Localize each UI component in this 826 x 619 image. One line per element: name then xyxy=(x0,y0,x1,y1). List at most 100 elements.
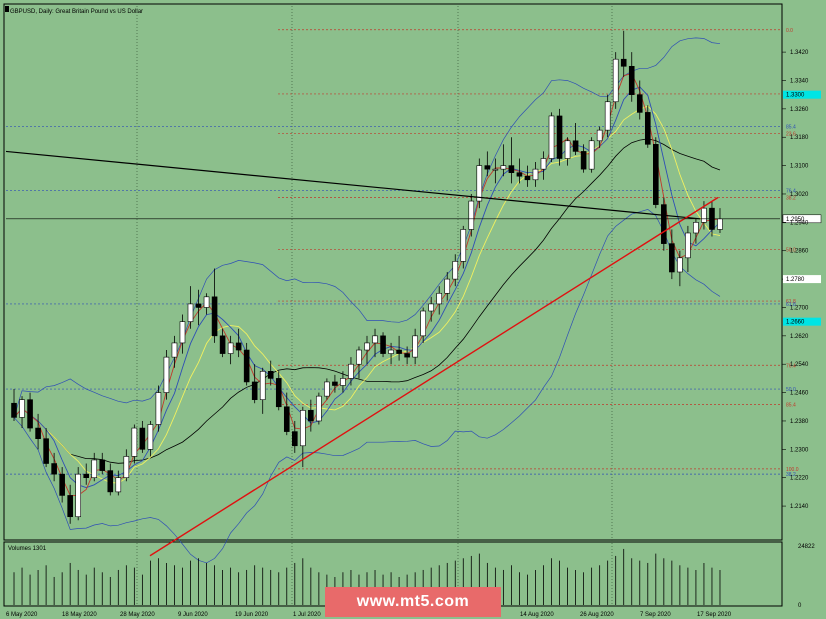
candle-body xyxy=(701,207,707,223)
candle-body xyxy=(596,129,603,142)
candle-body xyxy=(179,321,186,344)
bollinger-lower xyxy=(13,209,721,564)
support-trend-line xyxy=(149,196,719,557)
chart-menu-icon[interactable] xyxy=(5,6,9,12)
candle-body xyxy=(476,165,483,202)
candle-body xyxy=(51,463,57,475)
y-axis: 1.3420 1.3340 1.3260 1.3180 1.3100 1.3020 1.29… xyxy=(782,50,821,510)
candle-body xyxy=(412,335,418,358)
candle-body xyxy=(685,232,691,259)
candle-body xyxy=(75,473,81,518)
candle-body xyxy=(139,427,146,450)
fib-label-blue: 76.4 xyxy=(786,188,796,194)
candle-body xyxy=(67,495,73,518)
candle-body xyxy=(131,427,138,457)
x-axis: 6 May 2020 18 May 2020 28 May 2020 9 Jun 20… xyxy=(6,612,732,618)
candle-body xyxy=(187,303,194,322)
price-marker xyxy=(783,317,821,326)
x-tick-label: 14 Aug 2020 xyxy=(520,612,554,618)
candle-body xyxy=(492,168,499,171)
fib-label: 0.0 xyxy=(786,28,793,34)
y-tick-label: 1.3260 xyxy=(790,107,809,113)
trend-lines: 1.2950 xyxy=(5,150,822,557)
candle-body xyxy=(508,165,515,173)
candle-body xyxy=(227,342,234,354)
candle-body xyxy=(11,402,17,418)
bollinger-upper xyxy=(13,37,721,418)
fib-label: 100.0 xyxy=(786,467,799,473)
price-marker-label: 1.3300 xyxy=(786,93,805,99)
candle-body xyxy=(468,200,475,230)
candle-body xyxy=(500,165,507,170)
candle-body xyxy=(653,144,659,205)
candle-body xyxy=(348,363,354,379)
candle-body xyxy=(628,65,635,95)
candle-body xyxy=(532,168,539,181)
candle-body xyxy=(203,296,210,308)
candle-body xyxy=(195,303,202,308)
candle-body xyxy=(460,229,467,262)
candle-body xyxy=(452,261,459,280)
fibonacci-levels: 0.014.623.638.250.061.876.485.4100.085.4… xyxy=(6,28,799,478)
price-marker xyxy=(783,275,821,284)
candle-body xyxy=(548,115,555,159)
candle-body xyxy=(524,175,531,181)
y-tick-label: 1.2860 xyxy=(790,249,809,255)
candle-body xyxy=(404,353,410,358)
candle-body xyxy=(267,371,274,379)
y-tick-label: 1.2700 xyxy=(790,305,809,311)
channel-line xyxy=(5,150,701,220)
x-tick-label: 7 Sep 2020 xyxy=(640,612,671,618)
candle-body xyxy=(291,431,298,447)
x-tick-label: 18 May 2020 xyxy=(62,612,97,618)
candle-body xyxy=(564,140,571,159)
candle-body xyxy=(316,395,322,422)
candle-body xyxy=(107,470,114,493)
y-tick-label: 1.3020 xyxy=(790,192,809,198)
fib-label-blue: 38.2 xyxy=(786,472,796,478)
candle-body xyxy=(147,424,154,450)
y-tick-label: 1.3420 xyxy=(790,50,809,56)
y-tick-label: 1.2940 xyxy=(790,220,809,226)
candle-body xyxy=(380,335,386,354)
candle-body xyxy=(669,243,675,273)
current-price-label: 1.2950 xyxy=(786,217,805,223)
candle-body xyxy=(251,381,258,400)
candle-body xyxy=(219,335,226,354)
candle-body xyxy=(556,115,563,159)
y-tick-label: 1.2300 xyxy=(790,447,809,453)
y-tick-label: 1.2220 xyxy=(790,476,809,482)
candle-body xyxy=(99,459,106,471)
x-tick-label: 6 May 2020 xyxy=(6,612,38,618)
fib-label: 23.6 xyxy=(786,132,796,138)
candle-body xyxy=(516,172,523,177)
candle-body xyxy=(235,342,242,351)
candle-body xyxy=(356,349,362,365)
fib-label-blue: 85.4 xyxy=(786,125,796,131)
x-tick-label: 19 Jun 2020 xyxy=(235,612,269,618)
candle-body xyxy=(372,335,378,344)
candle-body xyxy=(580,151,587,170)
candle-body xyxy=(123,456,130,479)
candle-body xyxy=(572,140,579,152)
price-marker-label: 1.2660 xyxy=(786,320,805,326)
candle-body xyxy=(396,349,402,354)
candle-body xyxy=(717,218,723,230)
candle-body xyxy=(211,296,218,337)
watermark-banner[interactable]: www.mt5.com xyxy=(325,587,501,617)
candle-body xyxy=(275,378,282,408)
candle-body xyxy=(35,427,41,439)
candle-body xyxy=(484,165,491,170)
fib-label: 50.0 xyxy=(786,247,796,253)
price-panel xyxy=(3,3,783,541)
fib-label: 61.8 xyxy=(786,299,796,305)
candle-body xyxy=(436,292,443,305)
candle-body xyxy=(364,342,370,351)
y-tick-label: 1.2380 xyxy=(790,419,809,425)
candle-body xyxy=(428,303,434,312)
candle-body xyxy=(620,58,627,67)
candle-body xyxy=(59,473,65,496)
candle-body xyxy=(308,410,314,422)
candles xyxy=(11,30,723,524)
